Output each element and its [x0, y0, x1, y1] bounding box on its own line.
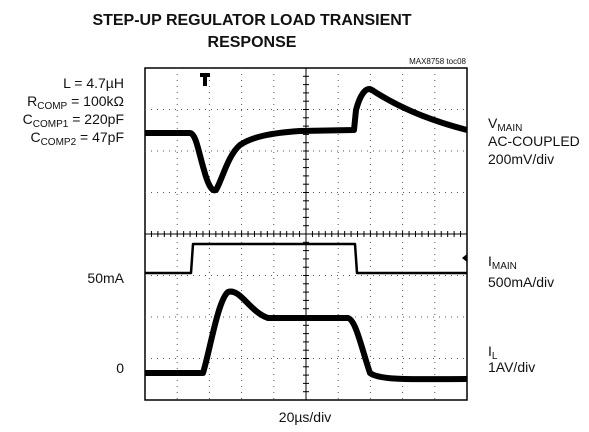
condition: CCOMP1 = 220pF — [23, 111, 124, 130]
condition: CCOMP2 = 47pF — [30, 129, 124, 148]
graticule — [144, 67, 468, 401]
title-line: STEP-UP REGULATOR LOAD TRANSIENT — [92, 12, 411, 29]
channel-name: IL — [488, 343, 498, 362]
conditions: L = 4.7µH RCOMP = 100kΩ CCOMP1 = 220pF C… — [23, 75, 124, 148]
trace-il — [145, 288, 468, 383]
channel-scale: 200mV/div — [488, 151, 554, 167]
traces — [145, 73, 468, 383]
time-scale: 20µs/div — [279, 409, 331, 425]
channel-scale: 1AV/div — [488, 359, 535, 375]
channel-labels: VMAIN AC-COUPLED 200mV/div IMAIN 500mA/d… — [488, 115, 580, 375]
trigger-marker — [200, 73, 210, 86]
condition: RCOMP = 100kΩ — [27, 93, 124, 112]
trace-vmain — [145, 86, 468, 194]
figure-id: MAX8758 toc08 — [409, 57, 466, 66]
channel-name: VMAIN — [488, 115, 522, 134]
level-label: 50mA — [87, 270, 124, 286]
channel-name: IMAIN — [488, 253, 517, 272]
level-marker — [462, 254, 467, 262]
trace-imain — [145, 242, 467, 275]
condition: L = 4.7µH — [63, 75, 124, 91]
level-label: 0 — [116, 360, 124, 376]
channel-scale: 500mA/div — [488, 274, 554, 290]
title-line: RESPONSE — [208, 34, 297, 51]
channel-coupling: AC-COUPLED — [488, 133, 580, 149]
